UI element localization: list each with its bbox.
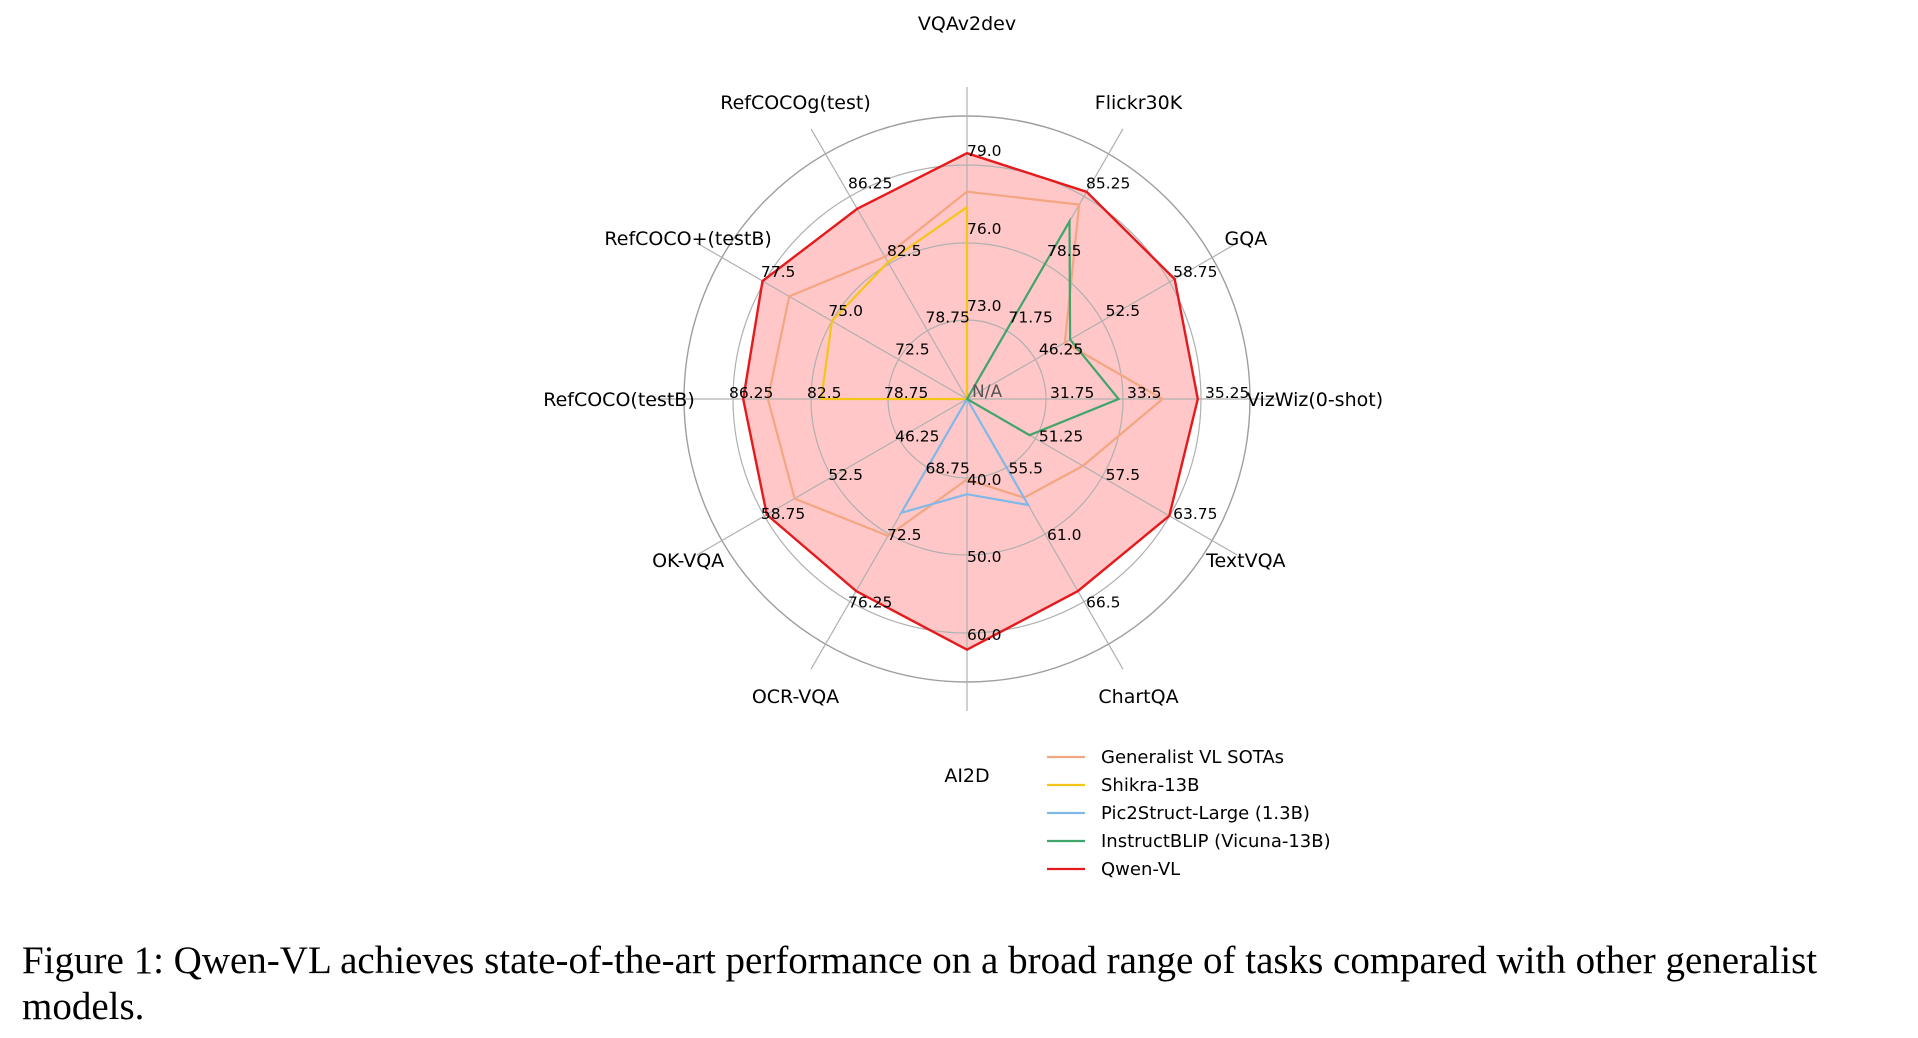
tick-label: 79.0 <box>967 142 1002 160</box>
tick-label: 86.25 <box>729 384 773 402</box>
tick-label: 78.75 <box>884 384 928 402</box>
tick-label: 58.75 <box>1173 263 1217 281</box>
tick-label: 78.75 <box>926 309 970 327</box>
tick-label: 57.5 <box>1106 466 1141 484</box>
tick-label: 72.5 <box>887 526 922 544</box>
line-qwen-vl <box>741 151 1200 652</box>
tick-label: 73.0 <box>967 297 1002 315</box>
axis-spoke <box>696 398 968 556</box>
tick-label: 31.75 <box>1050 384 1094 402</box>
radar-chart: 73.0 76.0 79.0 71.75 78.5 85.25 46.25 52.5 58.75… <box>543 13 1383 880</box>
legend-entry: Qwen-VL <box>1101 859 1180 880</box>
axis-label: OK-VQA <box>652 550 724 572</box>
tick-label: 46.25 <box>895 428 939 446</box>
tick-label: 82.5 <box>887 242 922 260</box>
line-instructblip-vicuna-13b <box>965 217 1121 437</box>
axis-label: TextVQA <box>1205 550 1285 572</box>
axis-label: ChartQA <box>1098 686 1178 708</box>
tick-label: 52.5 <box>1106 302 1141 320</box>
tick-label: 76.25 <box>848 594 892 612</box>
line-generalist-vl-sotas <box>766 190 1165 538</box>
tick-label: 33.5 <box>1127 384 1162 402</box>
axis-spoke <box>810 128 968 400</box>
legend-entry: InstructBLIP (Vicuna-13B) <box>1101 831 1331 852</box>
line-shikra-13b <box>820 204 969 401</box>
axis-spoke <box>966 242 1238 400</box>
tick-label: 50.0 <box>967 548 1002 566</box>
tick-label: 71.75 <box>1009 309 1053 327</box>
line-pic2struct-large-1-3b <box>898 396 1031 515</box>
tick-label: 58.75 <box>761 505 805 523</box>
axis-label: VQAv2dev <box>918 13 1016 35</box>
tick-label: 52.5 <box>828 466 863 484</box>
tick-label: 61.0 <box>1047 526 1082 544</box>
tick-label: 76.0 <box>967 220 1002 238</box>
tick-label: 40.0 <box>967 471 1002 489</box>
axis-label: RefCOCO+(testB) <box>604 228 771 250</box>
legend: Generalist VL SOTAs Shikra-13B Pic2Struct-… <box>1047 747 1331 880</box>
legend-entry: Pic2Struct-Large (1.3B) <box>1101 803 1310 824</box>
legend-entry: Generalist VL SOTAs <box>1101 747 1284 768</box>
tick-label: 68.75 <box>926 459 970 477</box>
axis-label: RefCOCOg(test) <box>720 92 871 114</box>
figure-caption: Figure 1: Qwen-VL achieves state-of-the-… <box>22 939 1818 1028</box>
axis-label: Flickr30K <box>1095 92 1183 114</box>
tick-label: 55.5 <box>1009 459 1044 477</box>
series-lines <box>741 151 1200 652</box>
axis-label: AI2D <box>944 765 989 787</box>
axis-label: VizWiz(0-shot) <box>1247 389 1383 411</box>
tick-label: 72.5 <box>895 341 930 359</box>
tick-label: 60.0 <box>967 626 1002 644</box>
center-label: N/A <box>972 382 1002 402</box>
tick-label: 51.25 <box>1039 428 1083 446</box>
tick-label: 46.25 <box>1039 341 1083 359</box>
axis-label: RefCOCO(testB) <box>543 389 695 411</box>
tick-label: 63.75 <box>1173 505 1217 523</box>
tick-label: 85.25 <box>1086 174 1130 192</box>
tick-labels: 73.0 76.0 79.0 71.75 78.5 85.25 46.25 52.5 58.75… <box>729 142 1249 644</box>
tick-label: 78.5 <box>1047 242 1082 260</box>
legend-entry: Shikra-13B <box>1101 775 1199 796</box>
tick-label: 66.5 <box>1086 594 1121 612</box>
axis-label: OCR-VQA <box>752 686 839 708</box>
tick-label: 82.5 <box>807 384 842 402</box>
tick-label: 77.5 <box>761 263 796 281</box>
tick-label: 35.25 <box>1205 384 1249 402</box>
tick-label: 75.0 <box>828 302 863 320</box>
axis-label: GQA <box>1225 228 1268 250</box>
axis-labels: VQAv2dev Flickr30K GQA VizWiz(0-shot) TextVQ… <box>543 13 1383 787</box>
tick-label: 86.25 <box>848 174 892 192</box>
